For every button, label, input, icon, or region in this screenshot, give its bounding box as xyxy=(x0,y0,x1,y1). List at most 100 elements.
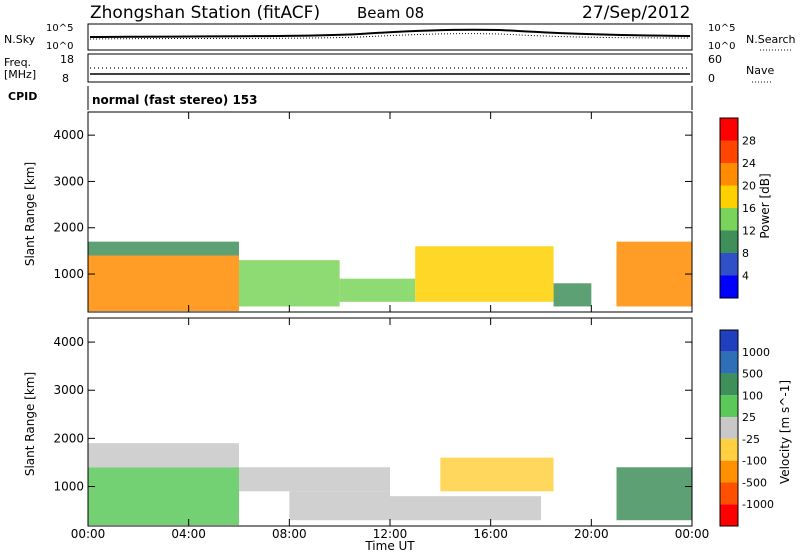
power-colorbar-swatch-3 xyxy=(720,208,738,231)
freq-tick-hi: 18 xyxy=(60,53,74,66)
velocity-colorbar-swatch-1 xyxy=(720,351,738,374)
power-colorbar-tick-5: 24 xyxy=(742,157,756,170)
power-y-tick-label-1: 2000 xyxy=(53,221,84,235)
velocity-colorbar-tick-0: 1000 xyxy=(742,346,770,359)
power-colorbar-swatch-5 xyxy=(720,163,738,186)
x-tick-label-1: 04:00 xyxy=(171,527,206,541)
velocity-region-2 xyxy=(239,467,390,492)
power-region-1 xyxy=(88,241,239,256)
velocity-y-tick-label-3: 4000 xyxy=(53,335,84,349)
power-region-4 xyxy=(415,246,554,302)
cpid-label: CPID xyxy=(8,90,37,103)
power-region-3 xyxy=(339,278,416,302)
nsky-tick-lo: 10^0 xyxy=(46,41,73,52)
power-colorbar-tick-6: 28 xyxy=(742,135,756,148)
velocity-colorbar-swatch-2 xyxy=(720,373,738,396)
power-region-5 xyxy=(553,283,592,307)
freq-strip: Freq. [MHz] 18 8 60 0 Nave xyxy=(4,53,774,85)
x-tick-label-4: 16:00 xyxy=(473,527,508,541)
velocity-colorbar-tick-6: -500 xyxy=(742,476,767,489)
nave-label: Nave xyxy=(746,64,774,77)
velocity-colorbar-frame xyxy=(719,329,739,527)
nsky-tick-hi: 10^5 xyxy=(46,23,73,34)
power-colorbar-label: Power [dB] xyxy=(758,173,772,238)
velocity-y-axis-label: Slant Range [km] xyxy=(23,372,37,476)
velocity-y-tick-label-1: 2000 xyxy=(53,431,84,445)
velocity-colorbar-swatch-0 xyxy=(720,330,738,352)
power-colorbar-swatch-1 xyxy=(720,253,738,276)
nsky-frame xyxy=(87,23,693,51)
nave-tick-lo: 0 xyxy=(708,72,715,85)
power-region-2 xyxy=(239,260,340,307)
power-colorbar-tick-4: 20 xyxy=(742,180,756,193)
power-colorbar-swatch-6 xyxy=(720,140,738,163)
velocity-colorbar-swatch-6 xyxy=(720,460,738,483)
power-y-ticks: 1000 2000 3000 4000 xyxy=(53,128,692,281)
velocity-panel: 1000 2000 3000 4000 Slant Range [km] xyxy=(23,317,693,527)
x-tick-label-2: 08:00 xyxy=(272,527,307,541)
velocity-region-1 xyxy=(88,443,239,468)
velocity-colorbar: 1000 500 100 25 -25 -100 -500 -1000 xyxy=(719,329,774,527)
velocity-colorbar-tick-4: -25 xyxy=(742,433,760,446)
date-label: 27/Sep/2012 xyxy=(582,3,690,23)
power-colorbar-swatch-0 xyxy=(720,275,738,298)
velocity-region-4 xyxy=(440,457,554,492)
velocity-y-tick-label-0: 1000 xyxy=(53,480,84,494)
power-y-axis-label: Slant Range [km] xyxy=(23,162,37,266)
power-colorbar: 4 8 12 16 20 24 28 xyxy=(719,117,756,299)
power-panel: 1000 2000 3000 4000 Slant Range [km] xyxy=(23,111,693,313)
beam-label: Beam 08 xyxy=(357,4,424,22)
velocity-y-ticks: 1000 2000 3000 4000 xyxy=(53,335,692,494)
freq-tick-lo: 8 xyxy=(62,72,69,85)
nsearch-trace xyxy=(89,33,691,40)
power-colorbar-swatch-2 xyxy=(720,230,738,253)
velocity-colorbar-tick-3: 25 xyxy=(742,411,756,424)
x-tick-label-3: 12:00 xyxy=(373,527,408,541)
velocity-colorbar-tick-2: 100 xyxy=(742,389,763,402)
nave-tick-hi: 60 xyxy=(708,53,722,66)
power-y-tick-label-3: 4000 xyxy=(53,128,84,142)
x-tick-label-0: 00:00 xyxy=(71,527,106,541)
nsky-label: N.Sky xyxy=(4,33,36,46)
x-axis-label: Time UT xyxy=(364,539,415,553)
power-colorbar-tick-2: 12 xyxy=(742,225,756,238)
freq-label: Freq. xyxy=(4,56,31,69)
velocity-colorbar-swatch-5 xyxy=(720,438,738,461)
power-colorbar-swatch-7 xyxy=(720,118,738,141)
velocity-y-tick-label-2: 3000 xyxy=(53,383,84,397)
velocity-region-3 xyxy=(289,491,390,521)
power-y-tick-label-2: 3000 xyxy=(53,174,84,188)
power-x-ticks xyxy=(87,112,693,312)
power-y-tick-label-0: 1000 xyxy=(53,267,84,281)
cpid-strip: CPID normal (fast stereo) 153 xyxy=(8,86,693,110)
velocity-data-layer xyxy=(88,443,692,526)
power-colorbar-frame xyxy=(719,117,739,299)
figure-header: Zhongshan Station (fitACF) Beam 08 27/Se… xyxy=(90,3,690,23)
power-colorbar-tick-0: 4 xyxy=(742,270,749,283)
nsky-trace xyxy=(89,28,691,38)
x-tick-label-5: 20:00 xyxy=(574,527,609,541)
velocity-colorbar-swatch-8 xyxy=(720,504,738,526)
velocity-colorbar-label: Velocity [m s^-1] xyxy=(778,380,792,484)
power-colorbar-swatch-4 xyxy=(720,185,738,208)
x-tick-labels: 00:00 04:00 08:00 12:00 16:00 20:00 00:00 xyxy=(71,527,710,541)
velocity-colorbar-swatch-7 xyxy=(720,482,738,505)
velocity-colorbar-swatch-3 xyxy=(720,395,738,418)
velocity-x-ticks xyxy=(87,318,693,526)
nsearch-tick-hi: 10^5 xyxy=(708,23,735,34)
freq-unit-label: [MHz] xyxy=(4,68,36,81)
nsky-strip: N.Sky 10^5 10^0 10^5 10^0 N.Search xyxy=(4,23,796,52)
cpid-value: normal (fast stereo) 153 xyxy=(92,93,258,107)
velocity-colorbar-swatch-4 xyxy=(720,417,738,439)
power-data-layer xyxy=(88,241,692,312)
velocity-region-5 xyxy=(390,496,541,521)
x-tick-label-6: 00:00 xyxy=(675,527,710,541)
station-title: Zhongshan Station (fitACF) xyxy=(90,3,320,23)
velocity-colorbar-tick-7: -1000 xyxy=(742,498,774,511)
velocity-colorbar-tick-1: 500 xyxy=(742,368,763,381)
velocity-region-6 xyxy=(616,467,692,521)
power-colorbar-tick-3: 16 xyxy=(742,202,756,215)
nsearch-label: N.Search xyxy=(746,33,796,46)
nsearch-tick-lo: 10^0 xyxy=(708,41,735,52)
